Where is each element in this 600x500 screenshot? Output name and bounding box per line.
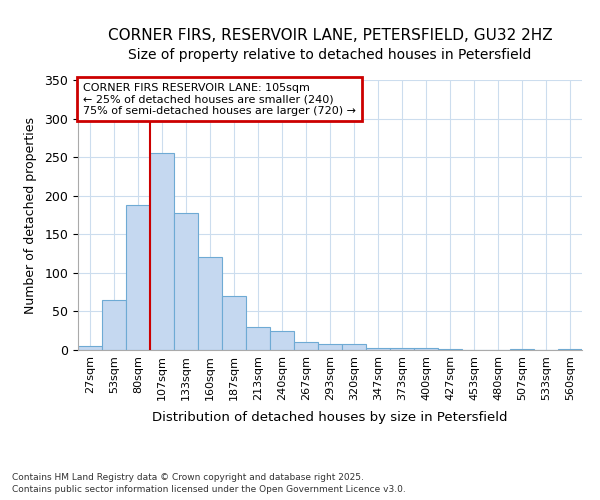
Text: Size of property relative to detached houses in Petersfield: Size of property relative to detached ho… bbox=[128, 48, 532, 62]
Text: CORNER FIRS RESERVOIR LANE: 105sqm
← 25% of detached houses are smaller (240)
75: CORNER FIRS RESERVOIR LANE: 105sqm ← 25%… bbox=[83, 82, 356, 116]
Bar bbox=[270, 330, 294, 350]
Bar bbox=[390, 348, 414, 350]
Bar bbox=[198, 258, 222, 350]
Bar bbox=[318, 344, 342, 350]
Bar bbox=[294, 342, 318, 350]
Bar bbox=[222, 296, 246, 350]
Bar bbox=[558, 349, 582, 350]
Bar bbox=[510, 349, 534, 350]
Text: Contains public sector information licensed under the Open Government Licence v3: Contains public sector information licen… bbox=[12, 486, 406, 494]
Text: Contains HM Land Registry data © Crown copyright and database right 2025.: Contains HM Land Registry data © Crown c… bbox=[12, 473, 364, 482]
Text: CORNER FIRS, RESERVOIR LANE, PETERSFIELD, GU32 2HZ: CORNER FIRS, RESERVOIR LANE, PETERSFIELD… bbox=[107, 28, 553, 42]
Bar bbox=[438, 349, 462, 350]
Y-axis label: Number of detached properties: Number of detached properties bbox=[25, 116, 37, 314]
Bar bbox=[174, 212, 198, 350]
Bar bbox=[246, 327, 270, 350]
Bar bbox=[150, 154, 174, 350]
Bar bbox=[126, 205, 150, 350]
Bar bbox=[78, 346, 102, 350]
Bar bbox=[102, 300, 126, 350]
Bar bbox=[366, 348, 390, 350]
Bar bbox=[342, 344, 366, 350]
Bar bbox=[414, 348, 438, 350]
X-axis label: Distribution of detached houses by size in Petersfield: Distribution of detached houses by size … bbox=[152, 411, 508, 424]
